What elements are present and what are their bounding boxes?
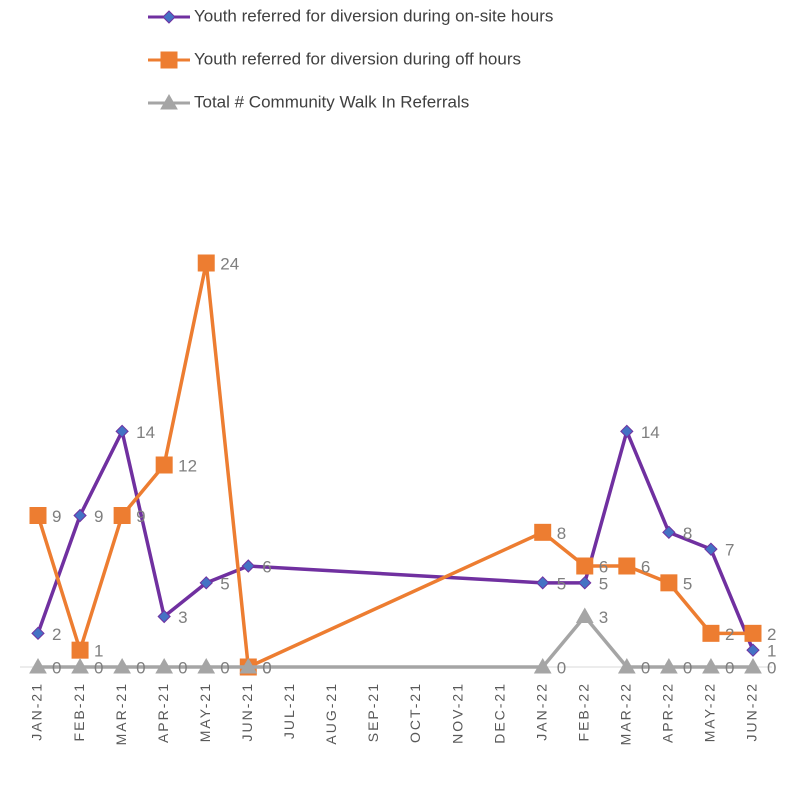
data-point (239, 657, 258, 674)
data-point (241, 559, 256, 573)
series-line (36, 429, 755, 651)
data-label: 0 (136, 658, 145, 677)
data-label: 6 (641, 557, 650, 576)
data-label: 0 (767, 658, 776, 677)
data-label: 8 (683, 524, 692, 543)
data-label: 2 (725, 625, 734, 644)
data-point (702, 657, 720, 674)
data-point (113, 657, 131, 674)
legend-label: Total # Community Walk In Referrals (194, 92, 469, 111)
data-point (73, 508, 87, 523)
x-tick-label: JUL-21 (281, 682, 297, 739)
data-point (29, 657, 47, 674)
x-tick-label: APR-21 (155, 682, 171, 743)
legend-label: Youth referred for diversion during on-s… (194, 6, 553, 25)
x-tick-label: FEB-22 (575, 682, 591, 741)
x-tick-label: JUN-22 (744, 682, 760, 741)
data-label: 0 (557, 658, 566, 677)
data-point (744, 657, 762, 674)
data-label: 2 (52, 625, 61, 644)
data-point (113, 507, 131, 524)
data-label: 14 (641, 423, 660, 442)
data-label: 5 (683, 574, 692, 593)
data-point (744, 624, 762, 642)
data-point (702, 624, 720, 642)
data-label: 1 (767, 642, 776, 661)
data-label: 2 (767, 625, 776, 644)
data-point (157, 609, 171, 624)
data-point (155, 456, 173, 474)
data-label: 5 (557, 574, 566, 593)
legend-marker (160, 51, 178, 69)
x-tick-label: APR-22 (660, 682, 676, 743)
x-tick-label: NOV-21 (449, 682, 465, 744)
data-label: 12 (178, 456, 197, 475)
x-tick-label: MAY-21 (197, 682, 213, 742)
data-point (535, 576, 550, 590)
x-tick-label: JAN-21 (29, 682, 45, 741)
data-label: 0 (178, 658, 187, 677)
x-tick-label: MAR-21 (113, 682, 129, 745)
data-label: 1 (94, 642, 103, 661)
data-point (660, 657, 678, 674)
data-label: 5 (220, 574, 229, 593)
data-point (578, 576, 592, 590)
data-label: 24 (220, 254, 239, 273)
legend-marker (160, 93, 178, 110)
x-tick-label: JUN-21 (239, 682, 255, 741)
data-point (29, 507, 47, 524)
x-tick-label: MAR-22 (618, 682, 634, 745)
data-label: 9 (94, 507, 103, 526)
data-point (533, 657, 552, 674)
data-point (115, 424, 129, 439)
data-label: 3 (599, 608, 608, 627)
data-label: 6 (599, 557, 608, 576)
data-point (660, 574, 678, 592)
x-tick-label: OCT-21 (407, 682, 423, 743)
data-point (71, 657, 89, 674)
data-point (617, 657, 636, 674)
data-point (155, 657, 174, 674)
data-point (746, 643, 760, 657)
data-label: 8 (557, 524, 566, 543)
data-point (704, 542, 718, 556)
series-line (38, 614, 753, 669)
data-label: 0 (220, 658, 229, 677)
data-label: 0 (52, 658, 61, 677)
data-label: 7 (725, 541, 734, 560)
data-point (662, 525, 676, 540)
data-label: 0 (683, 658, 692, 677)
x-tick-label: SEP-21 (365, 682, 381, 742)
data-label: 0 (641, 658, 650, 677)
legend-marker (162, 10, 176, 24)
x-tick-label: MAY-22 (702, 682, 718, 742)
data-label: 9 (136, 507, 145, 526)
data-label: 0 (725, 658, 734, 677)
data-label: 6 (262, 557, 271, 576)
x-tick-label: AUG-21 (323, 682, 339, 745)
data-point (575, 607, 594, 623)
series-line (36, 261, 753, 669)
x-tick-label: DEC-21 (491, 682, 507, 744)
data-label: 5 (599, 574, 608, 593)
data-point (71, 641, 89, 659)
data-point (31, 626, 45, 641)
x-tick-label: JAN-22 (533, 682, 549, 741)
legend-label: Youth referred for diversion during off … (194, 49, 521, 68)
data-label: 9 (52, 507, 61, 526)
data-label: 0 (94, 658, 103, 677)
data-point (197, 657, 216, 674)
data-label: 3 (178, 608, 187, 627)
x-tick-label: FEB-21 (71, 682, 87, 741)
data-point (576, 557, 594, 575)
data-label: 14 (136, 423, 155, 442)
data-point (534, 523, 552, 541)
data-point (620, 424, 634, 439)
data-label: 0 (262, 658, 271, 677)
data-point (618, 557, 636, 575)
data-point (199, 576, 213, 590)
data-point (197, 254, 215, 272)
